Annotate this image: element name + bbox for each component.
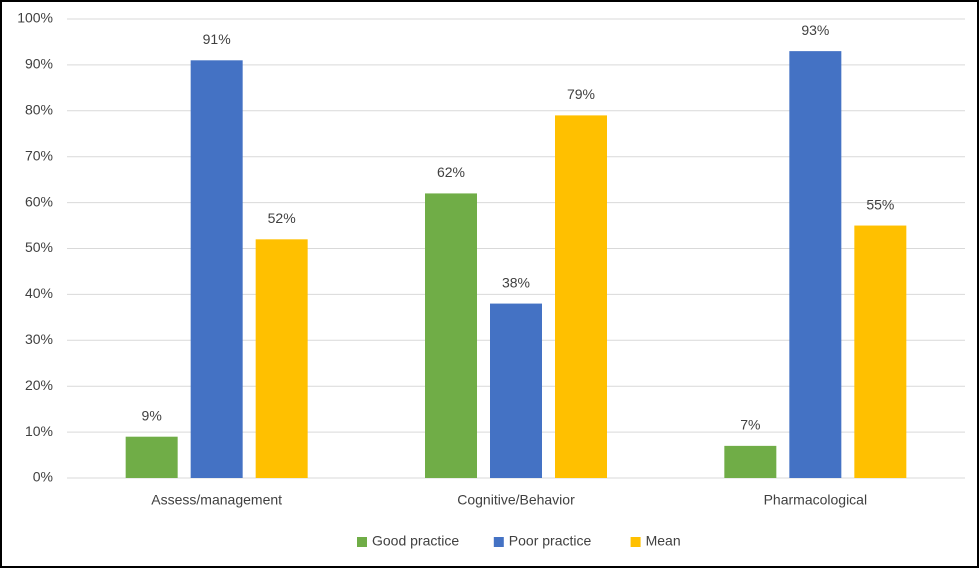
y-tick-label: 40% <box>25 285 53 301</box>
data-label: 79% <box>567 86 595 102</box>
y-tick-label: 70% <box>25 147 53 163</box>
data-label: 9% <box>142 407 162 423</box>
bar <box>125 436 178 478</box>
legend-label: Good practice <box>372 533 459 549</box>
bar <box>490 303 542 478</box>
data-label: 62% <box>437 164 465 180</box>
legend-label: Poor practice <box>509 533 592 549</box>
bar <box>190 60 243 479</box>
y-tick-label: 90% <box>25 56 53 72</box>
y-tick-label: 100% <box>17 10 53 26</box>
bar <box>255 239 308 478</box>
data-label: 7% <box>740 417 760 433</box>
y-tick-label: 10% <box>25 423 53 439</box>
x-tick-label: Cognitive/Behavior <box>457 492 575 508</box>
bar <box>724 445 777 478</box>
y-tick-label: 60% <box>25 193 53 209</box>
x-tick-label: Pharmacological <box>764 492 868 508</box>
bar <box>789 51 842 478</box>
data-label: 52% <box>268 210 296 226</box>
bar <box>425 193 477 479</box>
bar <box>854 225 907 478</box>
data-label: 93% <box>801 22 829 38</box>
legend-label: Mean <box>646 533 681 549</box>
legend-swatch <box>630 537 641 547</box>
legend-swatch <box>357 537 367 547</box>
legend-swatch <box>493 537 504 547</box>
y-tick-label: 20% <box>25 377 53 393</box>
y-tick-label: 0% <box>33 469 53 485</box>
data-label: 55% <box>866 196 894 212</box>
data-label: 38% <box>502 274 530 290</box>
y-tick-label: 80% <box>25 102 53 118</box>
y-tick-label: 50% <box>25 239 53 255</box>
x-tick-label: Assess/management <box>151 492 282 508</box>
y-tick-label: 30% <box>25 331 53 347</box>
data-label: 91% <box>203 31 231 47</box>
bar <box>555 115 607 478</box>
